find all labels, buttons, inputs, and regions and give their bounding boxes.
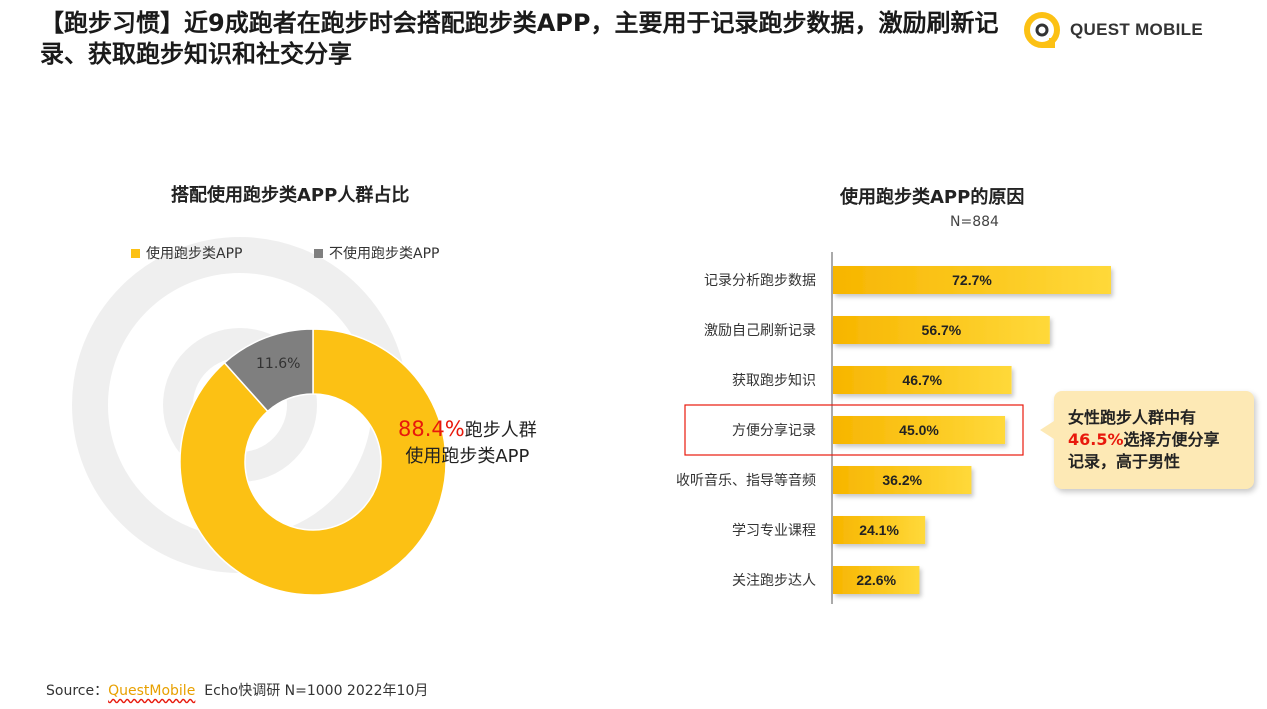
legend-item-use: 使用跑步类APP xyxy=(131,243,242,263)
bar-value-label: 24.1% xyxy=(859,522,899,538)
callout-box: 女性跑步人群中有 46.5%选择方便分享 记录，高于男性 xyxy=(1040,391,1254,489)
bar-chart: 记录分析跑步数据 72.7% 激励自己刷新记录 56.7% 获取跑步知识 46.7% 方便分… xyxy=(676,252,1111,604)
donut-center-label: 88.4%跑步人群 使用跑步类APP xyxy=(398,416,537,470)
bar xyxy=(833,266,1111,294)
usage-text1: 跑步人群 xyxy=(464,420,537,441)
bar-category-label: 获取跑步知识 xyxy=(732,372,816,389)
bar xyxy=(833,416,1006,444)
callout-line3: 记录，高于男性 xyxy=(1068,452,1181,471)
legend-swatch-gray xyxy=(314,248,323,258)
bar xyxy=(833,516,926,544)
bar-value-label: 36.2% xyxy=(882,472,922,488)
callout-line2: 选择方便分享 xyxy=(1123,430,1220,449)
bar-category-label: 收听音乐、指导等音频 xyxy=(676,472,816,489)
bar xyxy=(833,466,972,494)
right-chart-title: 使用跑步类APP的原因 xyxy=(840,187,1025,208)
left-chart-title: 搭配使用跑步类APP人群占比 xyxy=(171,185,410,206)
bar-value-label: 45.0% xyxy=(899,422,939,438)
quest-mobile-logo-icon xyxy=(1024,12,1060,48)
callout-line1: 女性跑步人群中有 xyxy=(1068,408,1197,427)
source-detail: Echo快调研 N=1000 2022年10月 xyxy=(204,683,429,699)
usage-text2: 使用跑步类APP xyxy=(405,446,530,467)
bar-value-label: 56.7% xyxy=(922,322,962,338)
sample-size-label: N=884 xyxy=(950,214,999,230)
legend-swatch-yellow xyxy=(131,248,140,258)
legend-label-not-use: 不使用跑步类APP xyxy=(329,246,440,262)
source-footnote: Source：QuestMobile Echo快调研 N=1000 2022年1… xyxy=(46,680,428,700)
donut-chart xyxy=(179,328,447,596)
callout-percent: 46.5% xyxy=(1068,430,1124,449)
legend-item-not-use: 不使用跑步类APP xyxy=(314,243,439,263)
source-brand: QuestMobile xyxy=(108,683,196,699)
slice-label-not-use: 11.6% xyxy=(256,356,301,372)
bar-category-label: 学习专业课程 xyxy=(732,523,816,539)
usage-percent: 88.4% xyxy=(398,417,465,441)
donut-slice-not-use xyxy=(223,328,314,413)
logo-text: QUEST MOBILE xyxy=(1070,20,1203,39)
bar-category-label: 关注跑步达人 xyxy=(732,573,816,589)
donut-slice-use xyxy=(179,328,447,596)
bar-category-label: 方便分享记录 xyxy=(732,422,816,439)
bar xyxy=(833,316,1050,344)
bar xyxy=(833,566,920,594)
legend-label-use: 使用跑步类APP xyxy=(146,246,243,262)
bar-category-label: 记录分析跑步数据 xyxy=(704,273,816,289)
source-prefix: Source： xyxy=(46,683,109,699)
bar-value-label: 46.7% xyxy=(902,372,942,388)
bar xyxy=(833,366,1012,394)
bar-value-label: 72.7% xyxy=(952,272,992,288)
page-title: 【跑步习惯】近9成跑者在跑步时会搭配跑步类APP，主要用于记录跑步数据，激励刷新… xyxy=(40,9,999,68)
brand-logo: QUEST MOBILE xyxy=(1022,10,1203,50)
bar-value-label: 22.6% xyxy=(856,572,896,588)
highlight-box xyxy=(684,404,1024,456)
bar-category-label: 激励自己刷新记录 xyxy=(704,322,816,339)
